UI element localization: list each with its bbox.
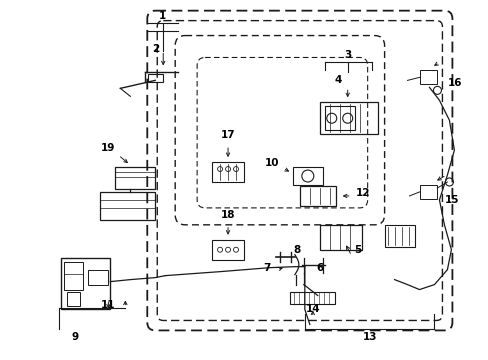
Bar xyxy=(319,102,377,134)
Text: 4: 4 xyxy=(333,75,341,85)
Bar xyxy=(63,262,83,289)
Bar xyxy=(299,186,335,206)
Bar xyxy=(66,292,81,306)
Text: 10: 10 xyxy=(264,158,279,168)
Bar xyxy=(292,167,322,185)
Text: 12: 12 xyxy=(355,188,369,198)
Text: 15: 15 xyxy=(444,195,459,205)
Text: 2: 2 xyxy=(151,44,159,54)
Text: 13: 13 xyxy=(362,332,376,342)
Bar xyxy=(148,75,163,82)
Bar xyxy=(115,167,155,189)
Bar xyxy=(100,192,155,220)
Text: 19: 19 xyxy=(101,143,115,153)
Bar xyxy=(212,162,244,182)
Text: 14: 14 xyxy=(305,305,320,315)
Text: 16: 16 xyxy=(447,78,462,88)
Bar xyxy=(88,270,108,285)
Bar xyxy=(419,71,437,84)
Text: 6: 6 xyxy=(316,263,323,273)
Bar xyxy=(324,106,354,130)
Text: 1: 1 xyxy=(158,11,165,21)
Text: 3: 3 xyxy=(344,50,350,60)
Text: 11: 11 xyxy=(101,300,115,310)
Bar xyxy=(319,225,361,250)
Bar xyxy=(61,258,110,310)
Text: 7: 7 xyxy=(263,263,270,273)
Text: 8: 8 xyxy=(293,245,300,255)
Bar xyxy=(384,225,414,247)
Bar xyxy=(212,240,244,260)
Text: 9: 9 xyxy=(72,332,79,342)
Text: 5: 5 xyxy=(353,245,361,255)
Bar xyxy=(419,185,437,199)
Text: 18: 18 xyxy=(221,210,235,220)
Text: 17: 17 xyxy=(220,130,235,140)
Bar xyxy=(289,292,334,303)
